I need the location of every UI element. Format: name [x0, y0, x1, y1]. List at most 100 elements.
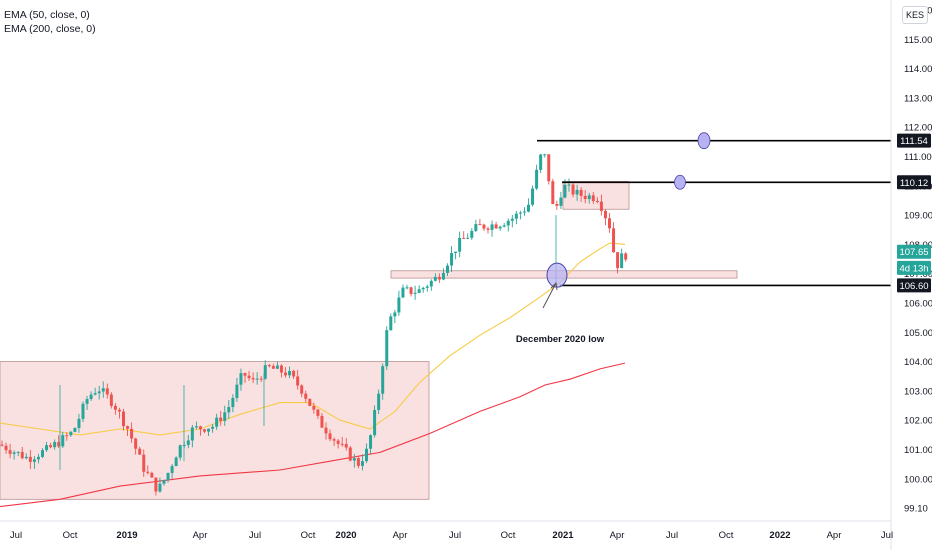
candle-body [57, 442, 61, 447]
candle-body [263, 365, 267, 379]
y-tick-label: 112.00 [904, 123, 932, 134]
candle-body [203, 429, 206, 432]
time-axis[interactable]: Jul Oct 2019 Apr Jul Oct 2020 Apr Jul Oct 2021 Apr J… [0, 520, 893, 541]
candle-body [97, 391, 101, 394]
price-label-text: 106.60 [899, 281, 928, 292]
price-label-box [897, 175, 931, 190]
candle-body [20, 451, 24, 459]
candle-body [518, 212, 522, 214]
candle-body [620, 253, 624, 269]
candle-body [547, 154, 551, 182]
price-label-box [897, 278, 931, 293]
x-tick-label: Apr [610, 530, 625, 541]
price-label-text: 110.12 [900, 178, 928, 189]
candle-body [502, 225, 506, 227]
currency-badge[interactable]: KES [902, 6, 928, 24]
x-tick-label: Apr [827, 530, 842, 541]
candle-body [28, 456, 32, 462]
candle-body [8, 450, 12, 454]
candle-body [575, 189, 579, 195]
candle-body [522, 211, 526, 213]
candle-body [190, 427, 194, 441]
candle-body [89, 394, 93, 400]
candle-body [486, 228, 490, 230]
candle-body [24, 456, 28, 459]
candle-body [316, 409, 320, 416]
candle-body [624, 253, 628, 260]
ema50-line [0, 242, 626, 436]
candle-body [401, 287, 405, 298]
candle-body [174, 457, 178, 467]
x-tick-label: Jul [449, 530, 461, 541]
price-label-text: 107.65 [899, 247, 928, 258]
candle-body [591, 195, 595, 202]
candle-body [425, 286, 429, 288]
candle-body [405, 287, 409, 289]
x-tick-label: Jul [10, 530, 22, 541]
price-label-text: 111.54 [900, 136, 928, 147]
candle-body [81, 403, 85, 419]
price-label-box [897, 244, 931, 259]
candle-body [0, 444, 4, 446]
candle-body [41, 450, 44, 457]
candle-body [101, 388, 105, 392]
candle-body [539, 154, 543, 170]
ema-layer [0, 242, 626, 508]
candle-body [583, 195, 587, 200]
y-tick-label: 113.00 [904, 93, 932, 104]
candle-body [300, 385, 304, 394]
x-tick-label: Apr [393, 530, 408, 541]
candle-body [150, 472, 154, 478]
y-tick-label: 106.00 [904, 299, 932, 310]
candle-body [567, 184, 571, 186]
candle-body [16, 451, 20, 453]
candle-body [178, 445, 182, 458]
annotation-arrow [542, 282, 557, 309]
candle-body [352, 458, 356, 461]
candle-body [385, 330, 389, 367]
candle-body [312, 405, 316, 410]
candle-body [85, 399, 89, 404]
x-tick-label: 2020 [335, 530, 356, 541]
candle-body [340, 443, 344, 445]
candle-body [105, 388, 109, 395]
markers-layer [546, 132, 711, 288]
candle-body [239, 373, 243, 385]
candle-body [360, 461, 364, 466]
candle-body [65, 435, 69, 437]
levels-layer [537, 139, 891, 287]
candle-body [571, 184, 575, 195]
candle-body [510, 218, 514, 221]
candle-body [417, 289, 421, 293]
price-label-box [897, 260, 931, 275]
candle-body [259, 378, 263, 380]
candles-layer [0, 153, 628, 496]
candle-body [482, 224, 486, 229]
marker-circle [697, 132, 711, 150]
candle-body [113, 405, 117, 410]
price-axis[interactable]: 116.00115.00114.00113.00112.00111.00110.… [890, 0, 932, 550]
candle-body [117, 409, 121, 412]
marker-circle [546, 262, 568, 288]
candle-body [251, 378, 255, 380]
indicator-legend: EMA (50, close, 0) EMA (200, close, 0) [4, 8, 96, 36]
ema50-legend[interactable]: EMA (50, close, 0) [4, 9, 90, 21]
candle-body [356, 458, 360, 466]
y-tick-label: 109.00 [904, 211, 932, 222]
candle-body [393, 312, 397, 317]
annotation-layer: December 2020 low [516, 281, 605, 345]
candle-body [369, 435, 373, 449]
candle-body [166, 472, 170, 481]
candle-body [555, 204, 559, 206]
x-tick-label: Oct [719, 530, 734, 541]
x-tick-label: 2019 [116, 530, 137, 541]
candle-body [429, 280, 433, 287]
candle-body [413, 292, 417, 294]
y-tick-label: 99.10 [904, 504, 928, 515]
candle-body [288, 370, 292, 376]
ema200-legend[interactable]: EMA (200, close, 0) [4, 23, 96, 35]
candle-body [122, 411, 125, 427]
x-tick-label: Jul [249, 530, 261, 541]
candle-body [162, 480, 166, 484]
